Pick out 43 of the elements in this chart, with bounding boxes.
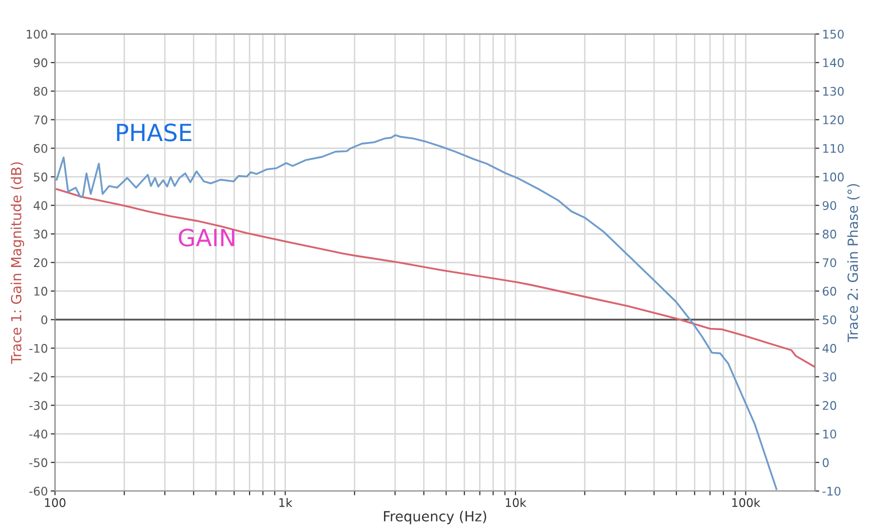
x-tick-label: 100k [732,498,760,508]
y-tick-label: 10 [34,286,48,296]
y-tick-label: 60 [34,144,48,153]
y-axis-title: Trace 1: Gain Magnitude (dB) [10,162,24,364]
y2-tick-label: 50 [822,315,836,324]
y2-tick-label: 120 [823,115,844,124]
y-tick-label: -50 [29,458,48,468]
y-tick-label: -30 [29,401,48,410]
y2-tick-label: 80 [822,230,836,239]
y2-tick-label: -10 [822,486,840,496]
y-tick-label: 70 [34,115,48,124]
y-tick-label: -40 [29,430,48,439]
y2-tick-label: 130 [823,86,844,96]
y2-tick-label: 140 [823,58,844,68]
y2-tick-label: 10 [823,430,836,439]
y2-tick-label: 100 [823,172,844,182]
y2-tick-label: 40 [822,344,836,353]
y2-tick-label: 20 [822,401,836,410]
y-tick-label: 30 [34,230,48,239]
y-tick-label: -60 [29,486,48,496]
y2-tick-label: 0 [822,458,829,468]
x-tick-label: 100 [45,498,66,508]
y-tick-label: 90 [34,58,48,68]
y2-tick-label: 30 [822,372,836,382]
y2-tick-label: 150 [823,30,844,39]
y-tick-label: -10 [29,344,48,353]
y2-tick-label: 60 [822,286,836,296]
y-tick-label: 50 [34,172,48,182]
x-tick-label: 1k [279,498,292,507]
x-axis-title: Frequency (Hz) [384,510,486,524]
series-label: GAIN [178,228,234,246]
y-tick-label: 20 [34,258,48,268]
y-tick-label: -20 [29,372,48,382]
x-tick-label: 10k [506,498,526,508]
series-label: PHASE [117,124,192,142]
y2-tick-label: 110 [823,144,844,153]
y-tick-label: 40 [34,201,48,210]
y2-tick-label: 70 [822,258,836,268]
y2-tick-label: 90 [822,201,836,210]
y2-axis-title: Trace 2: Gain Phase (°) [847,184,860,342]
y-tick-label: 100 [26,30,48,39]
y-tick-label: 80 [34,86,48,96]
y-tick-label: 0 [41,315,48,324]
